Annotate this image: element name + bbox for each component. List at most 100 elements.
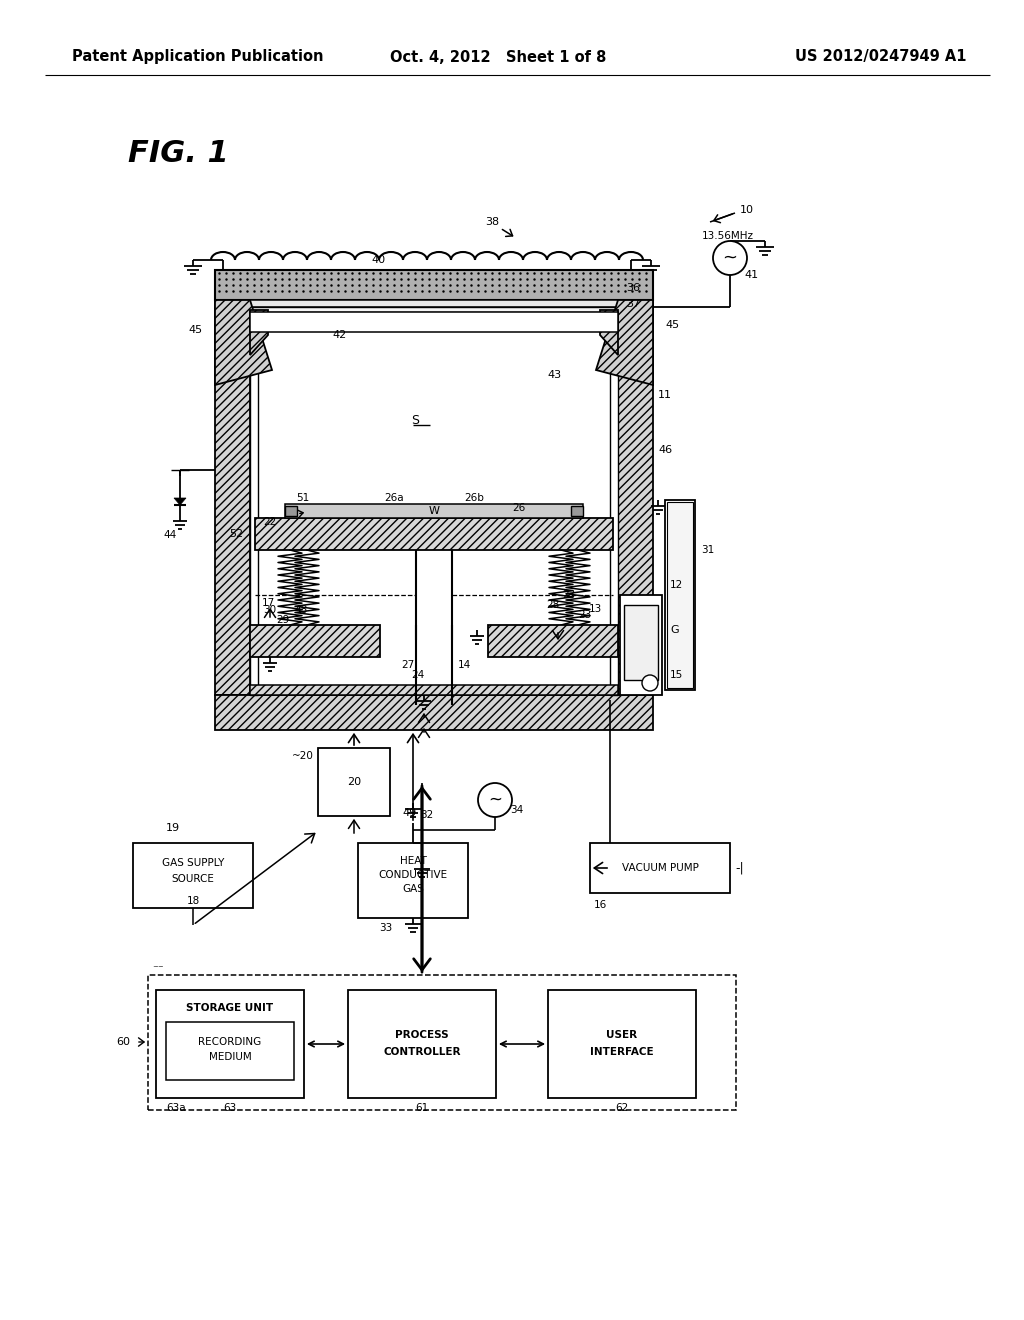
Text: 31: 31 <box>701 545 715 554</box>
Text: 22: 22 <box>264 517 278 527</box>
Circle shape <box>478 783 512 817</box>
Text: US 2012/0247949 A1: US 2012/0247949 A1 <box>795 49 967 65</box>
Text: S: S <box>411 413 419 426</box>
Text: GAS SUPPLY: GAS SUPPLY <box>162 858 224 869</box>
Circle shape <box>642 675 658 690</box>
Text: MEDIUM: MEDIUM <box>209 1052 251 1063</box>
Bar <box>620 595 662 696</box>
Text: STORAGE UNIT: STORAGE UNIT <box>186 1003 273 1012</box>
Polygon shape <box>174 498 186 506</box>
Text: 41: 41 <box>744 271 758 280</box>
Text: 18: 18 <box>186 896 200 906</box>
Text: 48: 48 <box>294 605 307 615</box>
Bar <box>133 843 253 908</box>
Text: 40: 40 <box>371 255 385 265</box>
Bar <box>250 624 380 657</box>
Text: GAS: GAS <box>402 884 424 894</box>
Bar <box>156 990 304 1098</box>
Text: 29: 29 <box>276 615 290 624</box>
Text: CONTROLLER: CONTROLLER <box>383 1047 461 1057</box>
Polygon shape <box>250 310 268 355</box>
Bar <box>610 312 618 696</box>
Text: 44: 44 <box>164 531 176 540</box>
Text: 23: 23 <box>579 610 592 620</box>
Bar <box>358 843 468 917</box>
Bar <box>255 517 613 550</box>
Text: SOURCE: SOURCE <box>172 874 214 884</box>
Text: 38: 38 <box>485 216 499 227</box>
Bar <box>148 975 736 1110</box>
Text: 32: 32 <box>420 810 433 820</box>
Text: 61: 61 <box>416 1104 429 1113</box>
Bar <box>250 300 618 308</box>
Text: 49: 49 <box>402 808 417 818</box>
Text: 52: 52 <box>229 529 243 539</box>
Text: 45: 45 <box>665 319 679 330</box>
Bar <box>250 312 258 696</box>
Bar <box>285 504 583 517</box>
Text: 11: 11 <box>658 389 672 400</box>
Bar <box>250 685 618 696</box>
Text: HEAT: HEAT <box>399 855 426 866</box>
Text: 46: 46 <box>658 445 672 455</box>
Text: 30: 30 <box>263 605 276 615</box>
Text: ~~: ~~ <box>153 964 164 970</box>
Text: 10: 10 <box>740 205 754 215</box>
Text: Patent Application Publication: Patent Application Publication <box>72 49 324 65</box>
Polygon shape <box>600 310 618 355</box>
Text: 63a: 63a <box>166 1104 185 1113</box>
Text: ~: ~ <box>723 249 737 267</box>
Text: ~: ~ <box>488 791 502 809</box>
Text: 51: 51 <box>296 492 309 503</box>
Text: 45: 45 <box>188 325 203 335</box>
Bar <box>318 748 390 816</box>
Text: 63: 63 <box>223 1104 237 1113</box>
Polygon shape <box>596 300 653 385</box>
Polygon shape <box>215 300 272 385</box>
Text: PROCESS: PROCESS <box>395 1030 449 1040</box>
Text: 28: 28 <box>547 601 560 610</box>
Text: 62: 62 <box>615 1104 629 1113</box>
Text: USER: USER <box>606 1030 638 1040</box>
Bar <box>590 843 730 894</box>
Text: 14: 14 <box>458 660 471 671</box>
Bar <box>488 624 618 657</box>
Text: CONDUCTIVE: CONDUCTIVE <box>379 870 447 880</box>
Text: VACUUM PUMP: VACUUM PUMP <box>622 863 698 873</box>
Text: W: W <box>428 506 439 516</box>
Bar <box>285 506 297 516</box>
Text: 26b: 26b <box>464 492 484 503</box>
Text: G: G <box>670 624 679 635</box>
Text: 26: 26 <box>512 503 525 513</box>
Text: 20: 20 <box>347 777 361 787</box>
Bar <box>215 271 653 300</box>
Bar <box>667 502 693 688</box>
Text: 12: 12 <box>670 579 683 590</box>
Text: FIG. 1: FIG. 1 <box>128 139 228 168</box>
Text: 37: 37 <box>626 300 640 309</box>
Text: 15: 15 <box>670 671 683 680</box>
Text: 19: 19 <box>166 822 180 833</box>
Bar <box>618 300 653 696</box>
Bar <box>665 500 695 690</box>
Bar <box>571 506 583 516</box>
Text: 13: 13 <box>589 605 602 614</box>
Text: 34: 34 <box>510 805 523 814</box>
Text: 27: 27 <box>401 660 415 671</box>
Text: 43: 43 <box>548 370 562 380</box>
Bar <box>624 605 658 680</box>
Bar <box>215 696 653 730</box>
Text: 36: 36 <box>626 282 640 293</box>
Text: INTERFACE: INTERFACE <box>590 1047 653 1057</box>
Bar <box>215 300 250 696</box>
Text: Oct. 4, 2012   Sheet 1 of 8: Oct. 4, 2012 Sheet 1 of 8 <box>390 49 606 65</box>
Text: 26a: 26a <box>384 492 403 503</box>
Bar <box>250 312 618 333</box>
Text: 33: 33 <box>379 923 392 933</box>
Text: 13.56MHz: 13.56MHz <box>702 231 754 242</box>
Circle shape <box>713 242 746 275</box>
Text: 42: 42 <box>333 330 347 341</box>
Bar <box>250 308 618 312</box>
Text: ~20: ~20 <box>292 751 314 762</box>
Text: 60: 60 <box>116 1038 130 1047</box>
